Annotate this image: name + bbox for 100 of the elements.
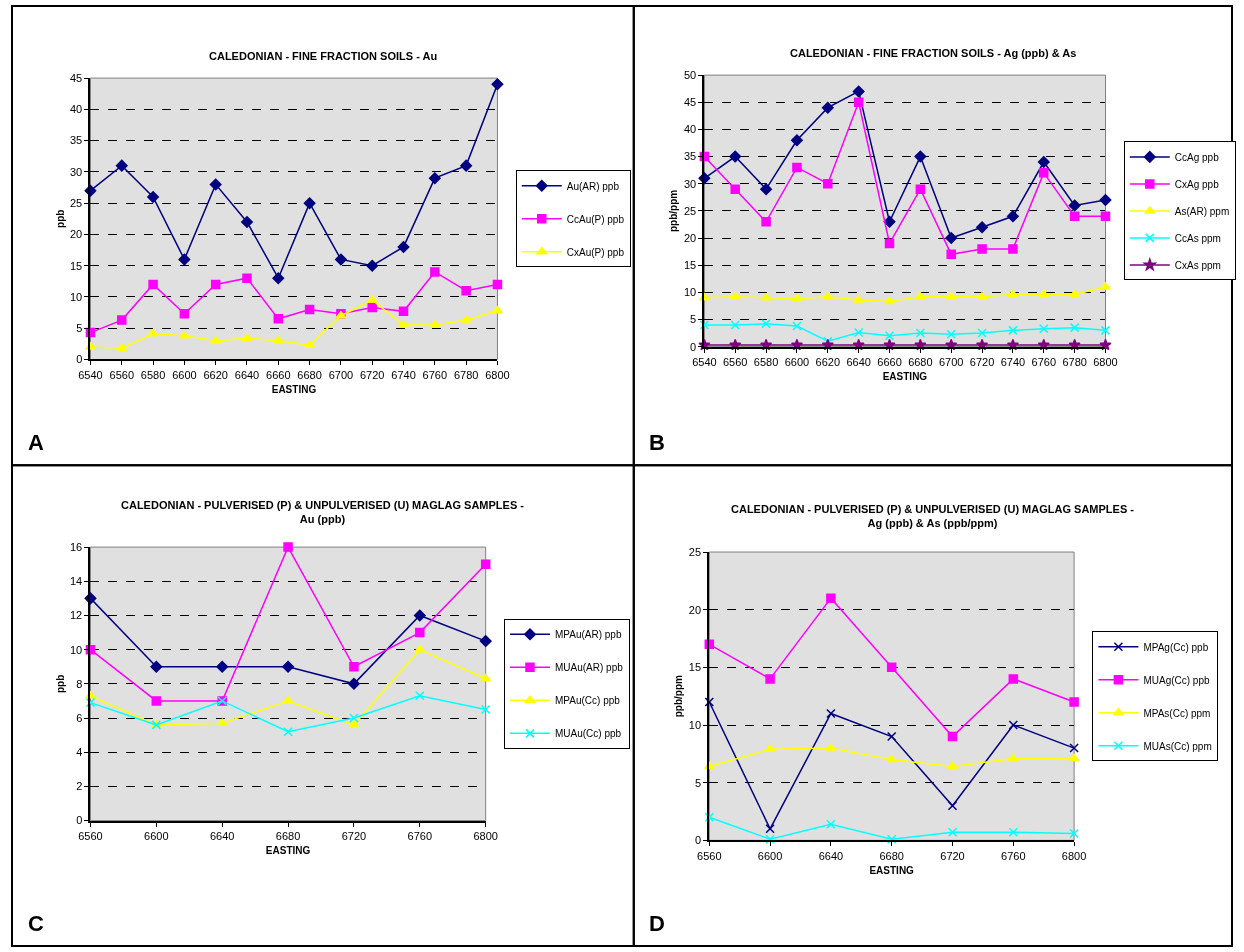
x-tick-label: 6560 [78, 829, 103, 842]
y-tick-label: 40 [683, 123, 697, 136]
x-tick-label: 6740 [1000, 355, 1026, 368]
y-tick-label: 16 [70, 540, 83, 553]
y-tick-label: 45 [683, 96, 697, 109]
x-tick-label: 6600 [757, 849, 783, 862]
y-tick-label: 40 [70, 103, 83, 116]
y-tick-label: 35 [683, 150, 697, 163]
x-tick-label: 6760 [422, 368, 448, 381]
x-tick-label: 6800 [485, 368, 510, 381]
x-tick-label: 6780 [1062, 355, 1087, 368]
x-tick-label: 6660 [266, 368, 291, 381]
y-tick-label: 5 [694, 776, 702, 789]
y-tick-label: 14 [70, 575, 83, 588]
x-tick-label: 6580 [140, 368, 166, 381]
x-tick-label: 6540 [78, 368, 103, 381]
text: B [649, 430, 665, 455]
y-tick-label: 0 [76, 814, 83, 827]
chart-title: CALEDONIAN - FINE FRACTION SOILS - Ag (ppb) & As [790, 47, 1077, 59]
x-tick-label: 6620 [203, 368, 228, 381]
x-axis-title: EASTING [265, 844, 311, 856]
y-tick-label: 0 [694, 834, 702, 847]
chart-title: CALEDONIAN - PULVERISED (P) & UNPULVERISED (U) MAGLAG SAMPLES - Ag (ppb) & As (ppb/ppm) [731, 503, 1135, 530]
y-tick-label: 10 [683, 286, 697, 299]
chart-title: CALEDONIAN - PULVERISED (P) & UNPULVERISED (U) MAGLAG SAMPLES - Au (ppb) [121, 499, 525, 526]
x-tick-label: 6640 [209, 829, 235, 842]
x-tick-label: 6760 [1001, 849, 1026, 862]
x-tick-label: 6760 [1031, 355, 1057, 368]
y-axis-title: ppb [54, 674, 66, 694]
x-tick-label: 6740 [391, 368, 416, 381]
legend-label: CxAu(P) ppb [566, 246, 625, 258]
x-tick-label: 6660 [877, 355, 902, 368]
y-axis-title: ppb/ppm [668, 189, 680, 232]
x-axis-title: EASTING [271, 383, 317, 395]
x-tick-label: 6640 [846, 355, 871, 368]
legend-label: CcAg ppb [1174, 151, 1220, 163]
x-tick-label: 6560 [722, 355, 748, 368]
x-tick-label: 6720 [969, 355, 995, 368]
y-tick-label: 45 [70, 71, 83, 84]
y-tick-label: 20 [688, 603, 702, 616]
y-tick-label: 15 [683, 259, 697, 272]
x-tick-label: 6720 [940, 849, 965, 862]
x-tick-label: 6800 [473, 829, 498, 842]
x-tick-label: 6720 [359, 368, 385, 381]
y-tick-label: 5 [690, 313, 697, 326]
legend-label: MUAu(AR) ppb [554, 662, 624, 674]
legend-label: As(AR) ppm [1174, 205, 1230, 217]
y-tick-label: 12 [70, 609, 83, 622]
y-tick-label: 30 [70, 165, 83, 178]
x-tick-label: 6700 [328, 368, 354, 381]
y-tick-label: 15 [688, 661, 702, 674]
x-tick-label: 6620 [815, 355, 841, 368]
y-tick-label: 35 [70, 134, 83, 147]
y-tick-label: 30 [683, 177, 697, 190]
x-tick-label: 6600 [172, 368, 197, 381]
y-tick-label: 0 [76, 353, 83, 366]
y-tick-label: 20 [683, 231, 697, 244]
x-tick-label: 6600 [144, 829, 169, 842]
x-tick-label: 6780 [453, 368, 479, 381]
legend-label: MUAg(Cc) ppb [1143, 674, 1210, 686]
y-tick-label: 10 [70, 643, 83, 656]
legend-label: CcAs ppm [1174, 232, 1221, 244]
text: D [649, 911, 665, 936]
legend-label: MPAu(Cc) ppb [554, 695, 621, 707]
x-tick-label: 6580 [753, 355, 779, 368]
y-tick-label: 10 [70, 290, 83, 303]
text: A [28, 430, 44, 455]
legend-label: Au(AR) ppb [566, 180, 620, 192]
legend-label: MUAu(Cc) ppb [554, 728, 622, 740]
x-tick-label: 6680 [908, 355, 933, 368]
x-tick-label: 6680 [879, 849, 904, 862]
legend-label: CxAs ppm [1174, 259, 1221, 271]
legend-label: MUAs(Cc) ppm [1143, 740, 1212, 752]
legend-label: CcAu(P) ppb [566, 213, 625, 225]
y-axis-title: ppb [54, 209, 66, 228]
x-tick-label: 6800 [1061, 849, 1087, 862]
x-tick-label: 6680 [297, 368, 322, 381]
y-tick-label: 4 [76, 746, 83, 759]
x-tick-label: 6720 [341, 829, 367, 842]
y-tick-label: 50 [683, 68, 697, 81]
x-axis-title: EASTING [882, 370, 928, 382]
text: C [28, 911, 44, 936]
x-tick-label: 6560 [109, 368, 135, 381]
legend-label: MPAg(Cc) ppb [1143, 641, 1209, 653]
x-tick-label: 6600 [784, 355, 810, 368]
legend-label: MPAs(Cc) ppm [1143, 707, 1211, 719]
x-tick-label: 6640 [818, 849, 844, 862]
y-tick-label: 25 [683, 204, 697, 217]
y-tick-label: 25 [70, 197, 83, 209]
x-tick-label: 6760 [407, 829, 433, 842]
y-tick-label: 25 [688, 545, 702, 558]
y-tick-label: 6 [76, 711, 83, 724]
x-tick-label: 6540 [692, 355, 717, 368]
x-tick-label: 6800 [1093, 355, 1118, 368]
legend-label: CxAg ppb [1174, 178, 1220, 190]
y-axis-title: ppb/ppm [673, 674, 685, 718]
x-tick-label: 6700 [938, 355, 964, 368]
y-tick-label: 8 [76, 677, 83, 690]
chart-title: CALEDONIAN - FINE FRACTION SOILS - Au [209, 50, 438, 62]
x-axis-title: EASTING [869, 864, 915, 876]
